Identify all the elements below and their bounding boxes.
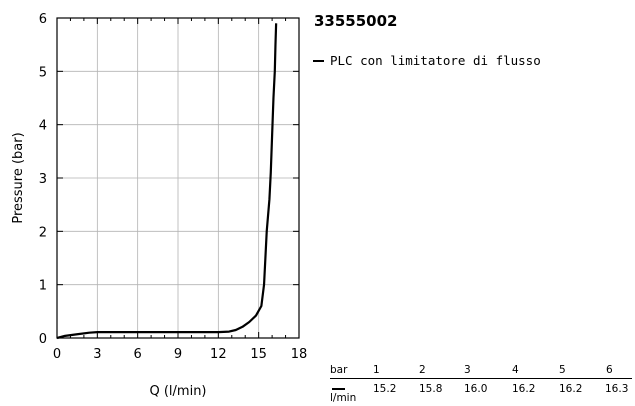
y-tick-label: 1: [39, 279, 47, 294]
table-pressure-6: 6: [606, 364, 613, 376]
product-code: 33555002: [314, 12, 398, 30]
y-tick-label: 6: [39, 12, 47, 27]
y-tick-label: 3: [39, 172, 47, 187]
table-flow-2: 15.8: [419, 383, 443, 395]
table-flow-6: 16.3: [605, 383, 629, 395]
legend-label: PLC con limitatore di flusso: [330, 53, 541, 68]
table-pressure-5: 5: [559, 364, 566, 376]
chart-grid: [57, 18, 299, 338]
table-pressure-3: 3: [464, 364, 471, 376]
table-flow-5: 16.2: [559, 383, 583, 395]
x-axis-title: Q (l/min): [149, 384, 206, 399]
y-axis-title: Pressure (bar): [11, 132, 26, 223]
table-pressure-4: 4: [512, 364, 519, 376]
table-flow-4: 16.2: [512, 383, 536, 395]
x-tick-label: 6: [134, 347, 142, 362]
x-tick-label: 12: [210, 347, 227, 362]
table-pressure-1: 1: [373, 364, 380, 376]
y-tick-label: 2: [39, 225, 47, 240]
x-tick-label: 3: [93, 347, 101, 362]
legend: PLC con limitatore di flusso: [313, 53, 541, 68]
y-tick-label: 5: [39, 65, 47, 80]
table-pressure-2: 2: [419, 364, 426, 376]
table-unit-dash: [332, 388, 345, 390]
pressure-flow-table: bar l/min 1 2 3 4 5 6 15.2 15.8 16.0 16.…: [330, 364, 632, 404]
table-flow-1: 15.2: [373, 383, 397, 395]
legend-swatch: [313, 59, 324, 62]
x-tick-label: 15: [250, 347, 267, 362]
y-tick-label: 4: [39, 119, 47, 134]
axis-ticks: [56, 17, 300, 339]
table-rule: [330, 378, 632, 379]
y-tick-label: 0: [39, 332, 47, 347]
series-line-plc: [56, 23, 278, 340]
x-tick-label: 0: [53, 347, 61, 362]
table-unit-lmin: l/min: [330, 392, 357, 404]
table-flow-3: 16.0: [464, 383, 488, 395]
x-tick-label: 9: [174, 347, 182, 362]
x-tick-label: 18: [291, 347, 308, 362]
table-unit-bar: bar: [330, 364, 348, 376]
